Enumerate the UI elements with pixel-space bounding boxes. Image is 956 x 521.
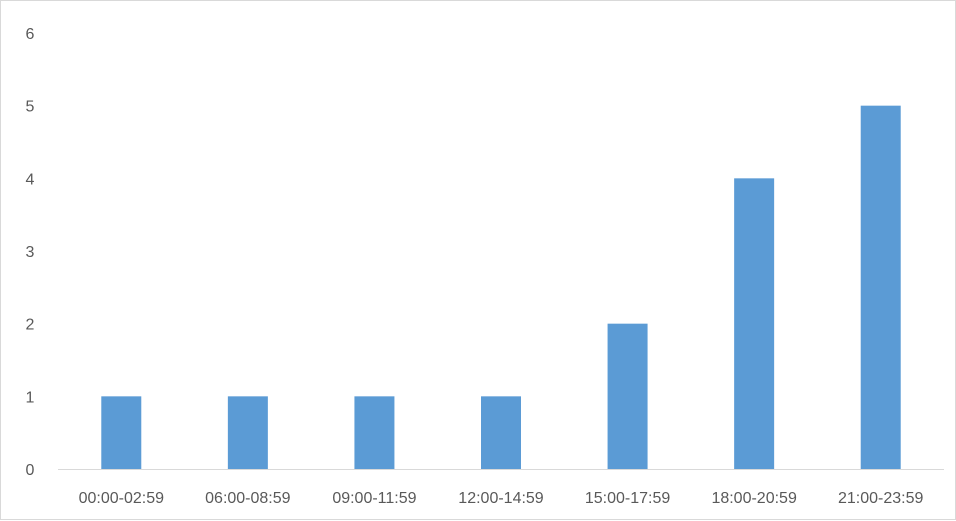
y-tick-label: 2 bbox=[26, 317, 35, 334]
bar bbox=[734, 178, 775, 470]
y-axis-ticks: 0 1 2 3 4 5 6 bbox=[26, 26, 35, 479]
x-tick-label: 15:00-17:59 bbox=[585, 490, 671, 507]
x-axis-ticks: 00:00-02:59 06:00-08:59 09:00-11:59 12:00-1… bbox=[79, 490, 924, 507]
bar bbox=[227, 396, 268, 469]
bars bbox=[101, 105, 901, 470]
x-tick-label: 12:00-14:59 bbox=[458, 490, 544, 507]
x-tick-label: 18:00-20:59 bbox=[711, 490, 797, 507]
bar bbox=[101, 396, 142, 469]
bar bbox=[481, 396, 521, 469]
bar bbox=[607, 323, 648, 469]
y-tick-label: 3 bbox=[26, 244, 35, 261]
bar bbox=[354, 396, 395, 469]
x-tick-label: 00:00-02:59 bbox=[79, 490, 165, 507]
x-tick-label: 06:00-08:59 bbox=[205, 490, 291, 507]
y-tick-label: 5 bbox=[26, 99, 35, 116]
y-tick-label: 4 bbox=[26, 171, 35, 188]
x-tick-label: 09:00-11:59 bbox=[332, 490, 416, 507]
y-tick-label: 0 bbox=[26, 462, 35, 479]
y-tick-label: 1 bbox=[26, 389, 35, 406]
bar bbox=[860, 105, 901, 470]
x-tick-label: 21:00-23:59 bbox=[838, 490, 924, 507]
y-tick-label: 6 bbox=[26, 26, 35, 43]
